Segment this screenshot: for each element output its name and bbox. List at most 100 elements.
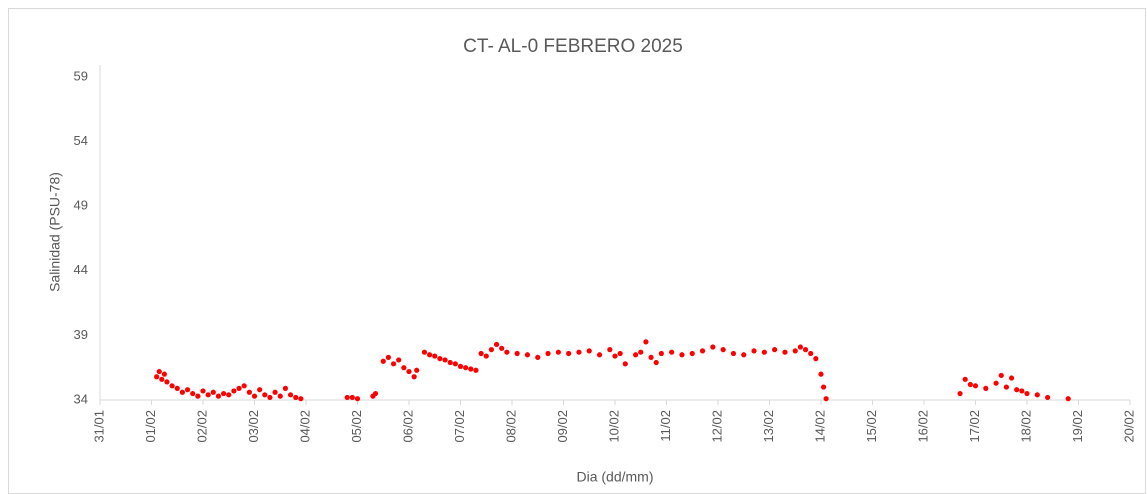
point xyxy=(983,385,989,391)
x-tick-label: 08/02 xyxy=(503,410,518,443)
point xyxy=(396,357,402,363)
point xyxy=(535,354,541,360)
x-tick-label: 05/02 xyxy=(349,410,364,443)
y-tick-label: 39 xyxy=(74,327,88,342)
point xyxy=(514,350,520,357)
point xyxy=(499,345,505,351)
point xyxy=(504,349,510,355)
point xyxy=(633,352,639,358)
point xyxy=(586,348,592,354)
point xyxy=(174,385,180,391)
point xyxy=(349,394,355,401)
point xyxy=(411,374,417,380)
point xyxy=(179,389,185,395)
point xyxy=(483,353,489,359)
point xyxy=(184,387,191,393)
point xyxy=(161,371,167,377)
point xyxy=(566,350,572,357)
point xyxy=(998,372,1004,379)
point xyxy=(730,350,737,357)
point xyxy=(473,367,479,373)
point xyxy=(1024,390,1030,397)
point xyxy=(468,366,474,372)
x-tick-label: 03/02 xyxy=(246,410,261,443)
point xyxy=(957,390,963,397)
point xyxy=(452,361,458,367)
point xyxy=(772,347,778,353)
point xyxy=(596,352,603,358)
point xyxy=(751,348,757,354)
point xyxy=(669,349,675,355)
x-tick-label: 14/02 xyxy=(812,410,827,443)
point xyxy=(257,387,263,393)
point xyxy=(797,344,804,350)
y-tick-label: 59 xyxy=(74,68,88,83)
point xyxy=(1065,396,1071,402)
point xyxy=(169,383,175,389)
x-tick-label: 07/02 xyxy=(452,410,467,443)
x-tick-label: 20/02 xyxy=(1121,410,1136,443)
point xyxy=(524,352,531,358)
point xyxy=(231,388,237,394)
point xyxy=(808,350,814,357)
point xyxy=(576,349,582,355)
point xyxy=(1008,375,1015,381)
point xyxy=(282,385,288,391)
point xyxy=(406,368,412,375)
point xyxy=(272,389,278,395)
point xyxy=(293,394,299,401)
y-axis-label: Salinidad (PSU-78) xyxy=(47,172,63,292)
point xyxy=(545,350,551,357)
x-tick-label: 04/02 xyxy=(297,410,312,443)
y-tick-label: 44 xyxy=(74,262,88,277)
x-tick-label: 09/02 xyxy=(555,410,570,443)
point xyxy=(154,374,160,380)
x-tick-label: 02/02 xyxy=(194,410,209,443)
point xyxy=(156,368,162,375)
point xyxy=(277,393,283,399)
point xyxy=(617,350,623,357)
point xyxy=(457,363,464,370)
point xyxy=(967,381,973,388)
point xyxy=(1014,387,1020,393)
y-tick-label: 54 xyxy=(74,133,88,148)
point xyxy=(493,341,500,348)
point xyxy=(820,384,827,390)
point xyxy=(792,348,798,354)
point xyxy=(442,357,448,363)
chart-title: CT- AL-0 FEBRERO 2025 xyxy=(463,36,683,57)
x-tick-label: 11/02 xyxy=(658,410,673,442)
point xyxy=(741,352,747,358)
point xyxy=(679,352,685,358)
point xyxy=(267,394,273,401)
point xyxy=(555,349,561,355)
point xyxy=(972,383,979,389)
point xyxy=(710,344,716,350)
x-tick-label: 01/02 xyxy=(143,410,158,443)
point xyxy=(236,385,242,391)
x-tick-label: 16/02 xyxy=(915,410,930,443)
point xyxy=(782,349,788,355)
x-tick-label: 13/02 xyxy=(761,410,776,443)
point xyxy=(390,361,397,367)
point xyxy=(437,356,443,362)
point xyxy=(241,383,247,389)
x-axis-label: Dia (dd/mm) xyxy=(576,469,653,485)
point xyxy=(195,393,201,399)
point xyxy=(1045,394,1051,401)
point xyxy=(414,367,420,373)
point xyxy=(823,396,829,402)
point xyxy=(607,347,613,353)
point xyxy=(210,389,216,395)
y-tick-label: 34 xyxy=(74,391,88,406)
point xyxy=(380,358,386,364)
x-tick-label: 15/02 xyxy=(864,410,879,443)
point xyxy=(802,347,809,353)
point xyxy=(612,353,618,359)
point xyxy=(638,349,644,355)
point xyxy=(205,392,211,398)
point xyxy=(993,380,999,386)
x-tick-label: 19/02 xyxy=(1070,410,1085,443)
point xyxy=(287,392,294,398)
